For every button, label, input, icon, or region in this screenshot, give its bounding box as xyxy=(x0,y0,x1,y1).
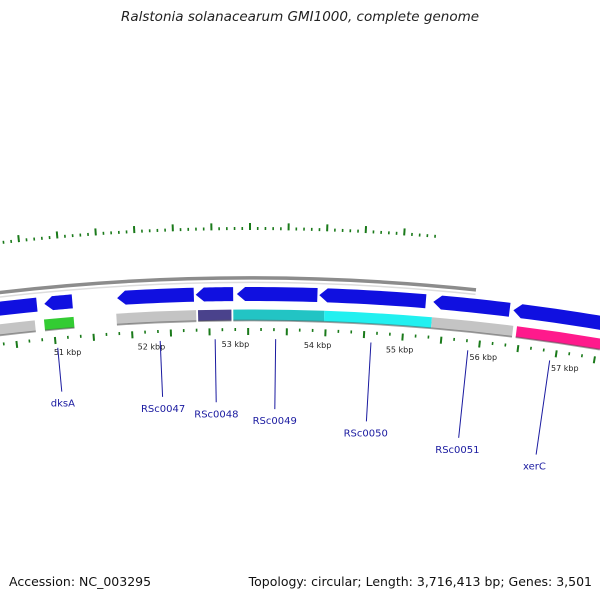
gene-band-shadow xyxy=(233,319,325,323)
inner-tick xyxy=(592,356,596,364)
gene-band xyxy=(0,320,36,336)
gene-label: dksA xyxy=(51,399,75,410)
inner-tick xyxy=(554,350,558,358)
gene-band xyxy=(323,310,432,329)
inner-tick xyxy=(92,333,95,341)
gene-leader-line xyxy=(458,350,469,438)
gene-label: xerC xyxy=(523,461,546,472)
gene-leader-line xyxy=(159,340,164,397)
gene-leader-line xyxy=(274,339,277,410)
outer-tick xyxy=(55,231,59,239)
gene-band-shadow xyxy=(198,319,232,323)
scale-labels: 51 kbp 52 kbp 53 kbp 54 kbp 55 kbp 56 kbp 57 k… xyxy=(54,340,579,373)
scale-label: 55 kbp xyxy=(386,345,414,354)
scale-label: 56 kbp xyxy=(470,353,498,362)
plus-strand-gene xyxy=(433,295,511,317)
plus-strand-gene xyxy=(44,294,73,311)
gene-band-shadow xyxy=(44,326,75,332)
inner-tick xyxy=(53,336,57,345)
gene-band xyxy=(515,326,600,350)
backbone-ring xyxy=(0,276,477,298)
gene-label: RSc0047 xyxy=(141,404,185,415)
gene-band xyxy=(43,316,75,331)
accession-text: Accession: NC_003295 xyxy=(9,574,152,589)
gene-label: RSc0048 xyxy=(194,409,238,420)
outer-tick xyxy=(17,235,20,243)
gene-band-shadow xyxy=(430,327,513,338)
plus-strand-gene xyxy=(0,297,38,316)
gene-label: RSc0051 xyxy=(435,445,479,456)
plus-strand-track xyxy=(0,287,600,330)
gene-band-shadow xyxy=(0,330,36,337)
gene-leader-line xyxy=(214,339,217,403)
plus-strand-gene xyxy=(117,287,195,305)
plus-strand-gene xyxy=(513,304,600,330)
gene-label: RSc0049 xyxy=(253,416,297,427)
scale-label: 51 kbp xyxy=(54,348,82,357)
inner-tick xyxy=(439,336,443,344)
gene-leader-line xyxy=(535,360,551,455)
scale-label: 52 kbp xyxy=(138,342,166,351)
scale-label: 57 kbp xyxy=(551,364,579,373)
scale-label: 54 kbp xyxy=(304,341,332,350)
plus-strand-gene xyxy=(195,287,234,302)
scale-label: 53 kbp xyxy=(222,340,250,349)
gene-band-shadow xyxy=(323,320,432,330)
map-title: Ralstonia solanacearum GMI1000, complete… xyxy=(120,9,480,25)
outer-tick-ring xyxy=(2,223,436,244)
gene-band xyxy=(116,310,197,325)
gene-label: RSc0050 xyxy=(344,428,388,439)
plus-strand-gene xyxy=(319,288,427,309)
inner-tick xyxy=(516,344,520,353)
gene-band xyxy=(431,317,514,337)
plus-strand-gene xyxy=(236,287,318,303)
gene-band-track xyxy=(0,309,600,351)
gene-band-shadow xyxy=(116,320,197,326)
topology-summary: Topology: circular; Length: 3,716,413 bp… xyxy=(248,574,592,589)
gene-band xyxy=(233,309,325,322)
inner-tick xyxy=(401,333,404,341)
gene-labels: dksA RSc0047 RSc0048 RSc0049 RSc0050 RSc0051 x… xyxy=(51,339,551,472)
backbone-inner-line xyxy=(0,281,476,298)
inner-tick-ring xyxy=(2,327,596,364)
gene-band xyxy=(197,309,232,322)
inner-tick xyxy=(478,340,481,348)
gene-leader-line xyxy=(57,347,63,392)
inner-tick xyxy=(15,340,19,349)
gene-leader-line xyxy=(365,342,372,422)
backbone-outer-line xyxy=(0,276,477,295)
